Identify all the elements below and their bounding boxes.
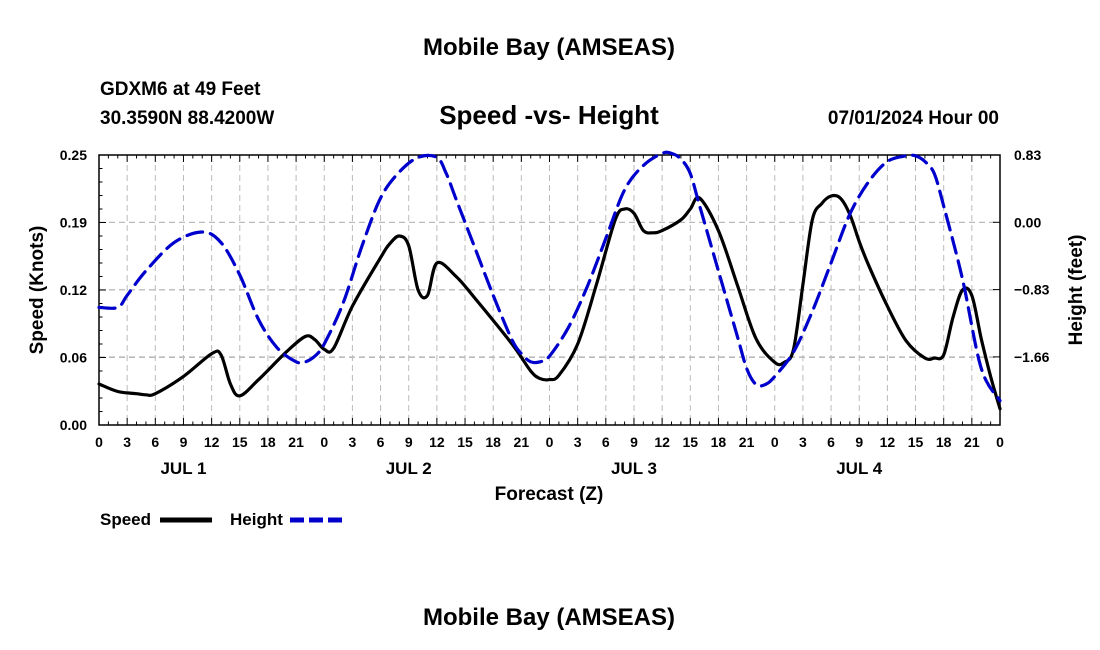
y-left-tick-label: 0.25 [60, 147, 87, 163]
tick-layer [98, 154, 1001, 426]
x-tick-label: 0 [95, 434, 103, 450]
legend-height-label: Height [230, 510, 283, 529]
datetime-label: 07/01/2024 Hour 00 [828, 108, 999, 129]
x-tick-label: 15 [457, 434, 473, 450]
x-tick-label: 0 [996, 434, 1004, 450]
x-tick-label: 15 [682, 434, 698, 450]
station-label: GDXM6 at 49 Feet [100, 79, 261, 100]
x-tick-label: 3 [574, 434, 582, 450]
x-tick-label: 21 [288, 434, 304, 450]
x-tick-label: 21 [739, 434, 755, 450]
series-line-speed [97, 193, 1002, 411]
x-tick-label: 21 [964, 434, 980, 450]
x-tick-label: 6 [151, 434, 159, 450]
label-layer: 0 3 6 9 12 15 18 21 0 3 6 9 12 15 18 21 0 3 6 9 12 15 18 21 0 3 6 9… [60, 147, 1050, 478]
x-tick-label: 0 [320, 434, 328, 450]
x-tick-label: 6 [827, 434, 835, 450]
series-line-height [97, 150, 1002, 403]
x-tick-label: 9 [855, 434, 863, 450]
legend-speed-label: Speed [100, 510, 151, 529]
x-tick-label: 15 [908, 434, 924, 450]
x-tick-label: 3 [799, 434, 807, 450]
y-left-tick-label: 0.19 [60, 215, 87, 231]
x-tick-label: 0 [771, 434, 779, 450]
chart-title: Speed -vs- Height [439, 100, 659, 130]
y-right-tick-label: −1.66 [1014, 349, 1050, 365]
x-tick-label: 18 [485, 434, 501, 450]
y-axis-left-label: Speed (Knots) [27, 226, 48, 355]
y-left-tick-label: 0.06 [60, 350, 87, 366]
x-tick-label: 18 [711, 434, 727, 450]
y-left-tick-label: 0.00 [60, 417, 87, 433]
x-tick-label: 9 [180, 434, 188, 450]
day-label: JUL 2 [386, 459, 432, 478]
x-tick-label: 6 [377, 434, 385, 450]
x-tick-label: 15 [232, 434, 248, 450]
x-tick-label: 12 [429, 434, 445, 450]
day-label: JUL 4 [836, 459, 883, 478]
y-left-tick-label: 0.12 [60, 282, 87, 298]
y-right-tick-label: 0.00 [1014, 214, 1041, 230]
x-tick-label: 18 [260, 434, 276, 450]
grid-layer [99, 154, 1000, 425]
x-tick-label: 6 [602, 434, 610, 450]
x-tick-label: 0 [546, 434, 554, 450]
x-tick-label: 12 [880, 434, 896, 450]
day-label: JUL 1 [160, 459, 206, 478]
x-axis-label: Forecast (Z) [495, 484, 604, 505]
page-title: Mobile Bay (AMSEAS) [423, 34, 675, 61]
x-tick-label: 9 [405, 434, 413, 450]
x-tick-label: 12 [204, 434, 220, 450]
footer-title: Mobile Bay (AMSEAS) [423, 604, 675, 631]
x-tick-label: 9 [630, 434, 638, 450]
x-tick-label: 12 [654, 434, 670, 450]
x-tick-label: 3 [349, 434, 357, 450]
x-tick-label: 18 [936, 434, 952, 450]
day-label: JUL 3 [611, 459, 657, 478]
y-axis-right-label: Height (feet) [1066, 235, 1087, 346]
x-tick-label: 3 [123, 434, 131, 450]
y-right-tick-label: −0.83 [1014, 282, 1050, 298]
coords-label: 30.3590N 88.4200W [100, 108, 274, 129]
series-layer [97, 150, 1002, 411]
x-tick-label: 21 [514, 434, 530, 450]
y-right-tick-label: 0.83 [1014, 147, 1041, 163]
